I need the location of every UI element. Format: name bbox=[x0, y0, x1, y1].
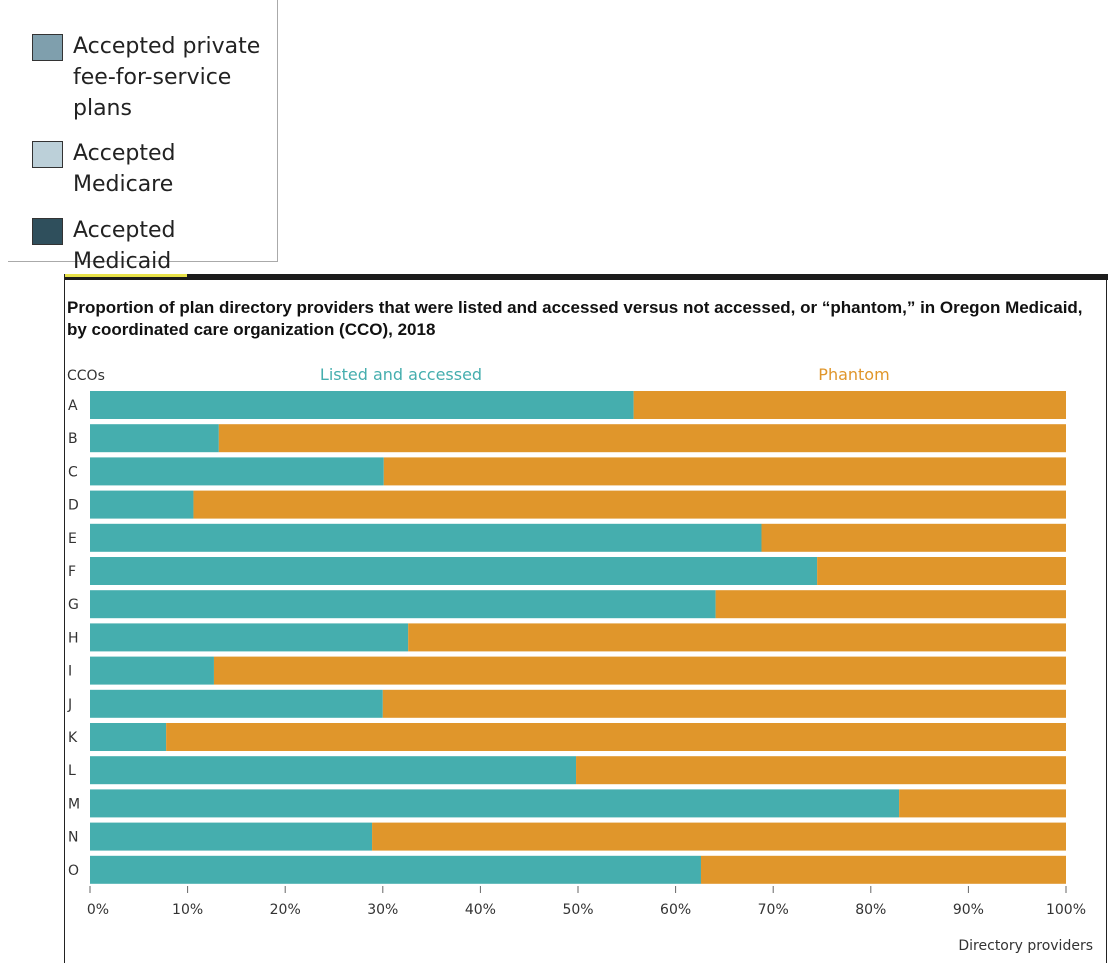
bar-K-phantom bbox=[166, 723, 1066, 751]
category-label-O: O bbox=[68, 863, 79, 879]
category-label-M: M bbox=[68, 796, 80, 812]
bar-L-listed bbox=[90, 756, 577, 785]
x-tick-label-10: 10% bbox=[172, 902, 203, 918]
x-axis: 0% 10% 20% 30% 40% 50% 60% 70% 80% 90% 100% bbox=[87, 886, 1086, 918]
category-label-I: I bbox=[68, 664, 72, 680]
bar-B-phantom bbox=[218, 424, 1066, 453]
x-axis-label: Directory providers bbox=[958, 938, 1093, 954]
series-header-phantom: Phantom bbox=[818, 365, 889, 384]
category-label-N: N bbox=[68, 830, 78, 846]
legend: Accepted private fee-for-service plans A… bbox=[8, 0, 278, 274]
legend-item-private: Accepted private fee-for-service plans bbox=[32, 31, 263, 124]
x-tick-label-100: 100% bbox=[1046, 902, 1086, 918]
x-tick-label-60: 60% bbox=[660, 902, 691, 918]
category-label-K: K bbox=[68, 730, 78, 746]
bar-D-listed bbox=[90, 490, 194, 519]
bar-B-listed bbox=[90, 424, 219, 453]
chart-panel: Proportion of plan directory providers t… bbox=[64, 274, 1108, 963]
x-tick-label-80: 80% bbox=[855, 902, 886, 918]
bar-C-listed bbox=[90, 457, 384, 486]
series-header-listed: Listed and accessed bbox=[320, 365, 482, 384]
category-label-B: B bbox=[68, 431, 78, 447]
category-label-J: J bbox=[67, 697, 72, 713]
bar-O-phantom bbox=[700, 855, 1066, 884]
legend-swatch-private bbox=[32, 34, 63, 61]
category-labels: A B C D E F G H I J K L M N O bbox=[67, 398, 80, 879]
bar-F-listed bbox=[90, 557, 818, 585]
bar-G-listed bbox=[90, 590, 716, 619]
top-accent bbox=[65, 274, 187, 277]
x-tick-label-30: 30% bbox=[367, 902, 398, 918]
bar-J-listed bbox=[90, 689, 383, 718]
bar-G-phantom bbox=[715, 590, 1066, 619]
category-label-C: C bbox=[68, 464, 78, 480]
category-label-L: L bbox=[68, 763, 76, 779]
x-tick-label-90: 90% bbox=[953, 902, 984, 918]
bar-F-phantom bbox=[817, 557, 1066, 585]
bar-E-listed bbox=[90, 523, 762, 552]
bar-N-listed bbox=[90, 822, 373, 851]
bar-M-listed bbox=[90, 789, 900, 818]
category-label-E: E bbox=[68, 531, 77, 547]
bar-I-phantom bbox=[213, 656, 1066, 685]
category-label-F: F bbox=[68, 564, 76, 580]
bar-H-phantom bbox=[408, 623, 1066, 652]
bars-group bbox=[90, 391, 1067, 884]
category-label-H: H bbox=[68, 630, 79, 646]
category-label-G: G bbox=[68, 597, 79, 613]
bar-C-phantom bbox=[383, 457, 1066, 486]
bar-A-listed bbox=[90, 391, 634, 419]
legend-label-medicare: Accepted Medicare bbox=[73, 141, 176, 197]
bar-M-phantom bbox=[899, 789, 1066, 818]
bar-chart: CCOs Listed and accessed Phantom A B C D E F G… bbox=[67, 365, 1093, 954]
legend-swatch-medicaid bbox=[32, 218, 63, 245]
legend-item-medicare: Accepted Medicare bbox=[32, 138, 263, 200]
bar-H-listed bbox=[90, 623, 409, 652]
category-label-D: D bbox=[68, 498, 79, 514]
x-tick-label-20: 20% bbox=[270, 902, 301, 918]
legend-label-private: Accepted private fee-for-service plans bbox=[73, 34, 261, 121]
top-rule bbox=[65, 274, 1108, 280]
x-tick-label-70: 70% bbox=[758, 902, 789, 918]
x-tick-label-0: 0% bbox=[87, 902, 109, 918]
bar-N-phantom bbox=[372, 822, 1067, 851]
bar-E-phantom bbox=[761, 523, 1066, 552]
x-tick-label-40: 40% bbox=[465, 902, 496, 918]
legend-label-medicaid: Accepted Medicaid bbox=[73, 218, 176, 274]
legend-swatch-medicare bbox=[32, 141, 63, 168]
bar-K-listed bbox=[90, 723, 167, 751]
bar-L-phantom bbox=[576, 756, 1066, 785]
x-tick-label-50: 50% bbox=[562, 902, 593, 918]
bar-D-phantom bbox=[193, 490, 1066, 519]
y-axis-label: CCOs bbox=[67, 368, 105, 384]
bar-O-listed bbox=[90, 855, 701, 884]
bar-A-phantom bbox=[633, 391, 1066, 419]
bar-J-phantom bbox=[382, 689, 1066, 718]
category-label-A: A bbox=[68, 398, 78, 414]
legend-item-medicaid: Accepted Medicaid bbox=[32, 215, 263, 277]
chart-title: Proportion of plan directory providers t… bbox=[67, 298, 1083, 339]
bar-I-listed bbox=[90, 656, 214, 685]
